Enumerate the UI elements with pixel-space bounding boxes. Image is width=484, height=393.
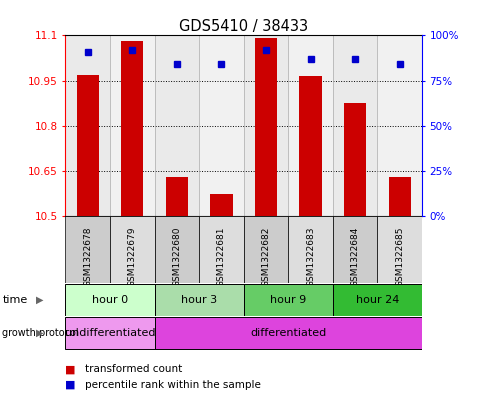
Bar [243, 284, 332, 316]
Bar [65, 35, 110, 216]
Bar [210, 194, 232, 216]
Bar [332, 35, 377, 216]
Text: GSM1322681: GSM1322681 [216, 226, 226, 286]
Bar [377, 216, 421, 283]
Bar [299, 76, 321, 216]
Bar [199, 35, 243, 216]
Bar [343, 103, 365, 216]
Bar [154, 284, 243, 316]
Bar [287, 216, 332, 283]
Title: GDS5410 / 38433: GDS5410 / 38433 [179, 19, 308, 34]
Bar [154, 317, 421, 349]
Text: ■: ■ [65, 364, 76, 375]
Text: ▶: ▶ [36, 328, 44, 338]
Text: percentile rank within the sample: percentile rank within the sample [85, 380, 260, 390]
Bar [166, 177, 188, 216]
Text: differentiated: differentiated [250, 328, 326, 338]
Bar [65, 284, 154, 316]
Text: hour 24: hour 24 [355, 295, 398, 305]
Text: time: time [2, 295, 28, 305]
Text: GSM1322678: GSM1322678 [83, 226, 92, 286]
Bar [243, 35, 287, 216]
Bar [110, 35, 154, 216]
Text: GSM1322680: GSM1322680 [172, 226, 181, 286]
Bar [377, 35, 421, 216]
Text: GSM1322679: GSM1322679 [128, 226, 136, 286]
Bar [287, 35, 332, 216]
Bar [110, 216, 154, 283]
Text: growth protocol: growth protocol [2, 328, 79, 338]
Text: GSM1322684: GSM1322684 [350, 226, 359, 286]
Bar [65, 317, 154, 349]
Bar [76, 75, 99, 216]
Text: ▶: ▶ [36, 295, 44, 305]
Bar [121, 41, 143, 216]
Text: hour 9: hour 9 [270, 295, 306, 305]
Bar [388, 177, 410, 216]
Text: GSM1322685: GSM1322685 [394, 226, 403, 286]
Bar [65, 216, 110, 283]
Text: ■: ■ [65, 380, 76, 390]
Bar [332, 216, 377, 283]
Text: transformed count: transformed count [85, 364, 182, 375]
Text: hour 0: hour 0 [92, 295, 128, 305]
Text: undifferentiated: undifferentiated [65, 328, 155, 338]
Bar [254, 39, 276, 216]
Bar [154, 216, 199, 283]
Bar [243, 216, 287, 283]
Bar [332, 284, 421, 316]
Text: GSM1322682: GSM1322682 [261, 226, 270, 286]
Bar [154, 35, 199, 216]
Bar [199, 216, 243, 283]
Text: GSM1322683: GSM1322683 [305, 226, 315, 286]
Text: hour 3: hour 3 [181, 295, 217, 305]
